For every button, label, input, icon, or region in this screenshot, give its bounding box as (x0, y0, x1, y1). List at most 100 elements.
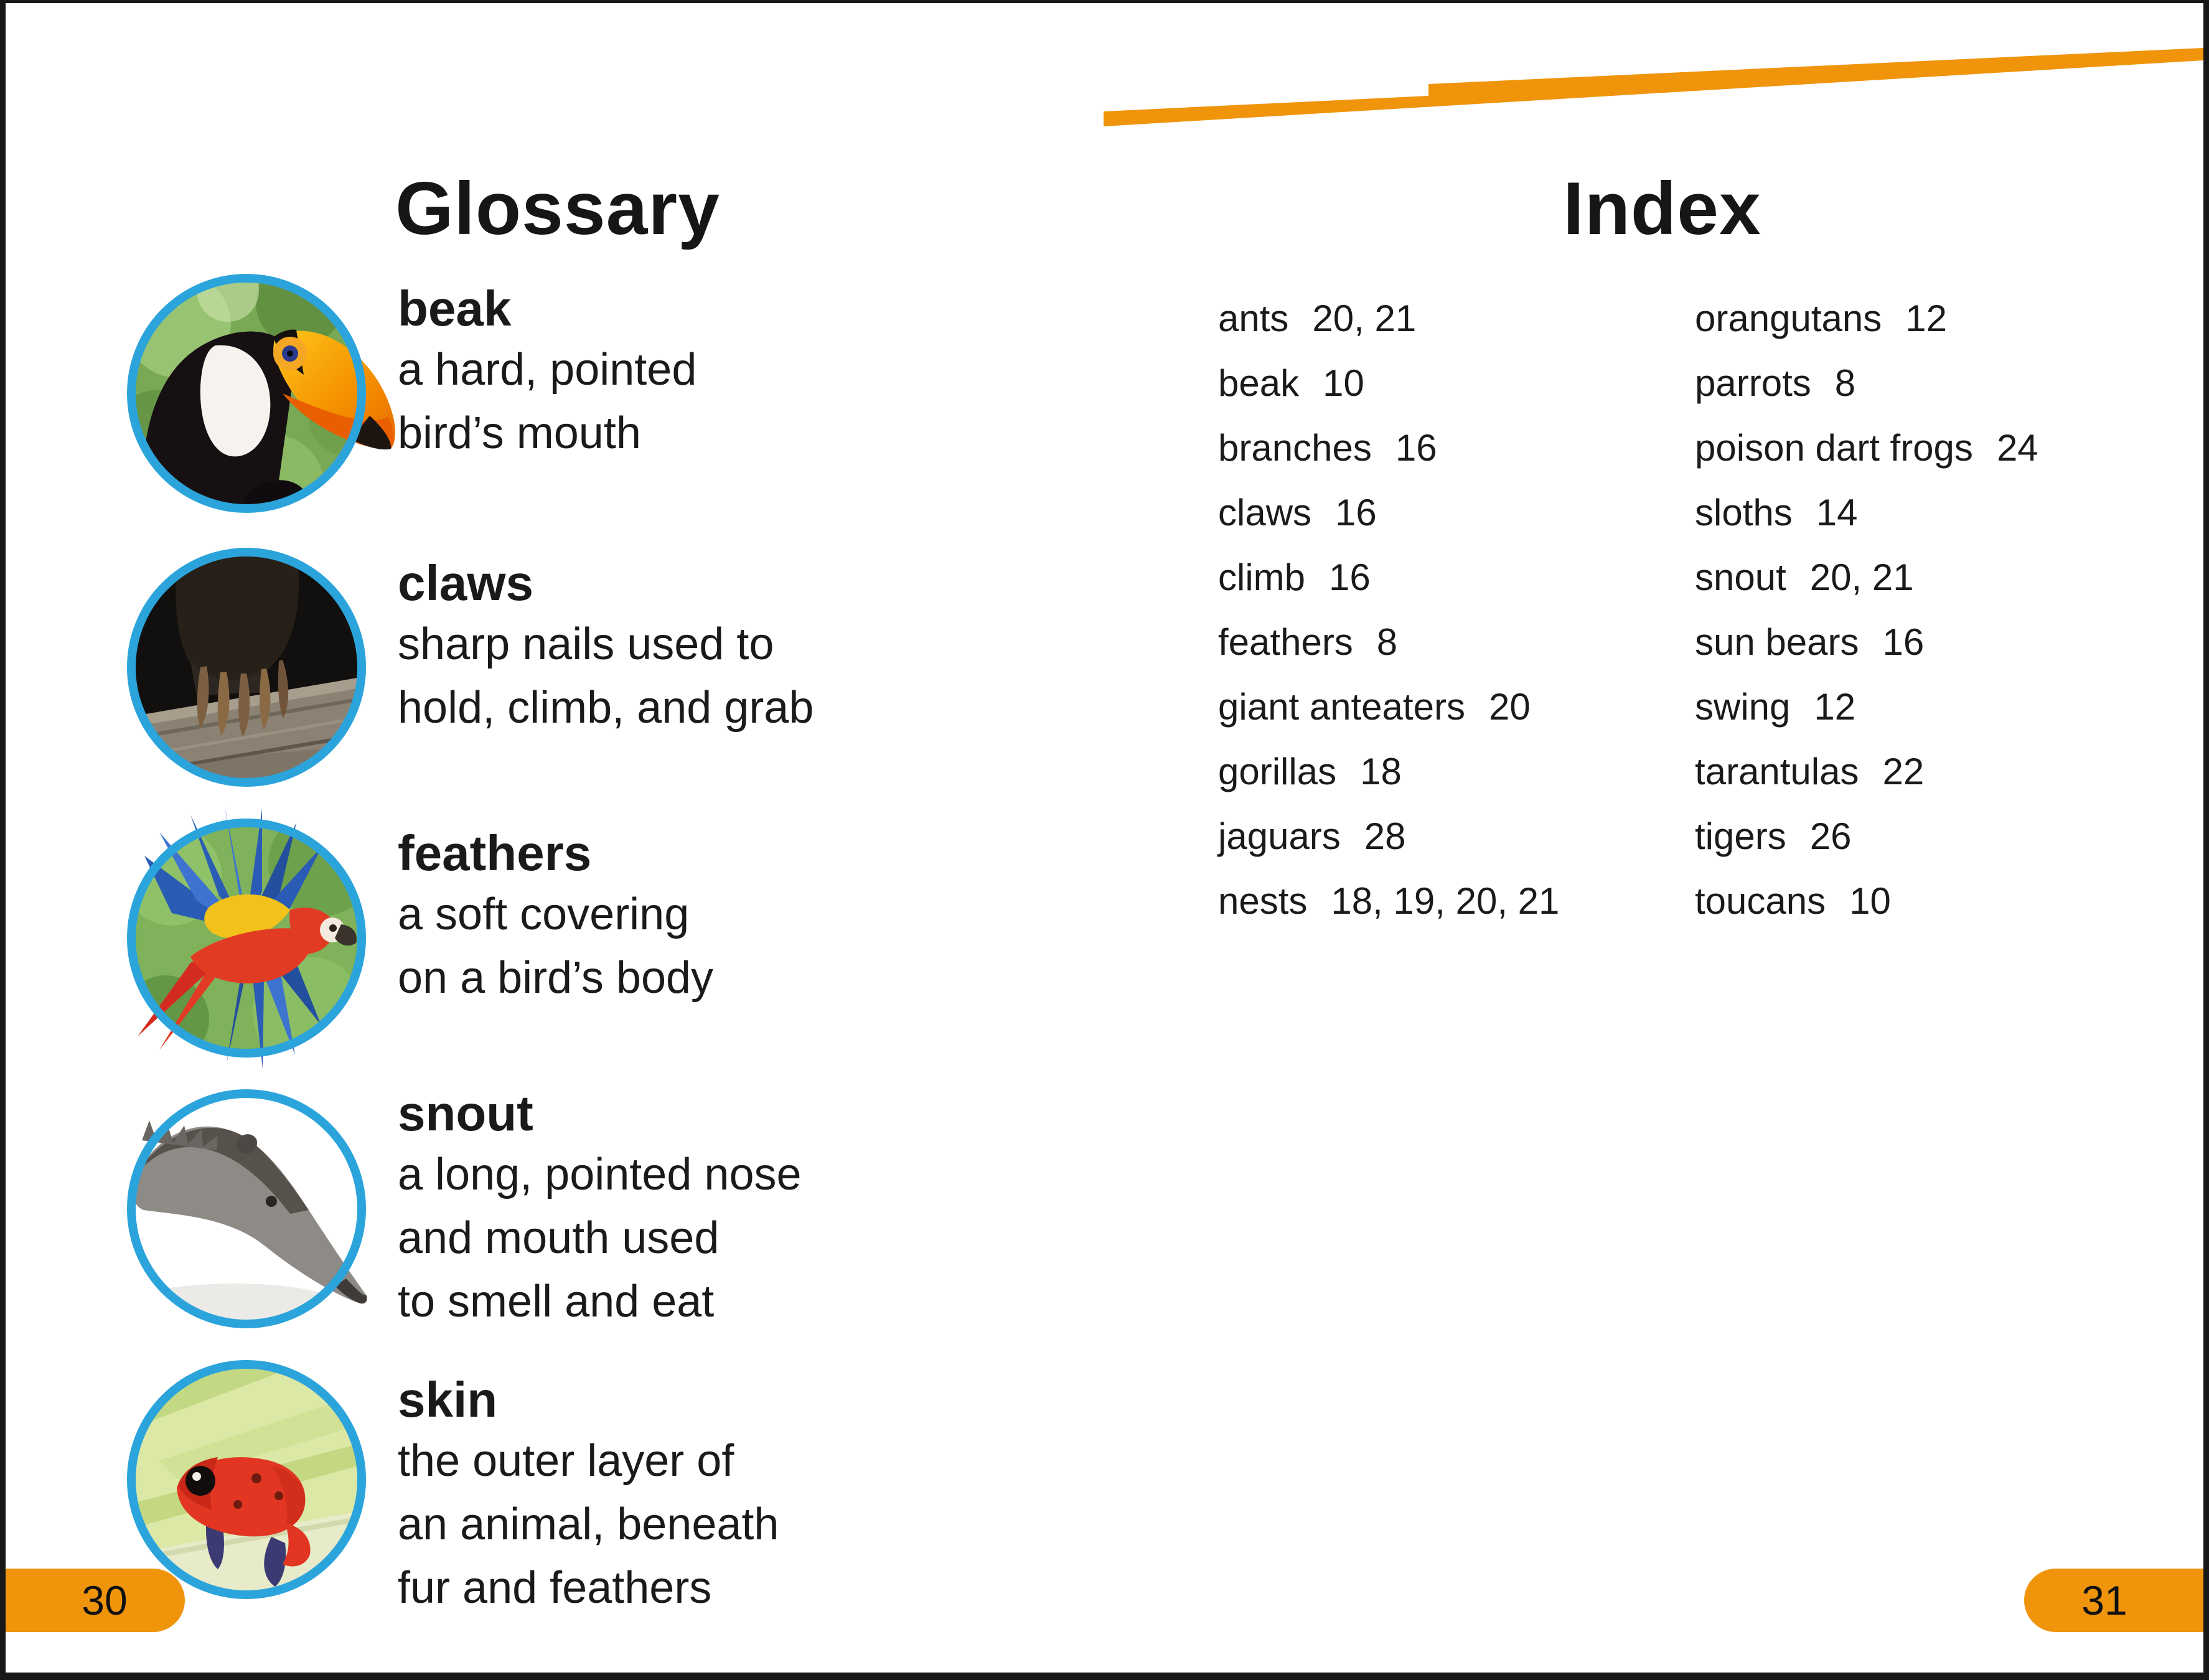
claws-photo (127, 548, 366, 787)
glossary-definition-line: a long, pointed nose (398, 1150, 802, 1199)
index-pages: 16 (1335, 492, 1377, 533)
glossary-entry-beak: beak a hard, pointed bird’s mouth (398, 279, 1095, 465)
index-term: branches (1218, 427, 1372, 469)
index-entry: jaguars 28 (1218, 804, 1559, 869)
anteater-head (132, 1120, 367, 1304)
index-entry: snout 20, 21 (1695, 545, 2038, 610)
index-entry: toucans 10 (1695, 869, 2038, 934)
index-term: sloths (1695, 492, 1793, 533)
index-term: parrots (1695, 362, 1811, 404)
index-pages: 18, 19, 20, 21 (1331, 880, 1560, 922)
index-term: sun bears (1695, 621, 1859, 663)
page-number-right-label: 31 (2081, 1577, 2127, 1623)
index-term: swing (1695, 686, 1791, 728)
index-entry: sloths 14 (1695, 481, 2038, 545)
index-term: toucans (1695, 880, 1826, 922)
index-pages: 22 (1882, 751, 1925, 792)
glossary-definition-line: sharp nails used to (398, 619, 774, 669)
glossary-definition-line: to smell and eat (398, 1277, 715, 1326)
glossary-definition-line: the outer layer of (398, 1436, 734, 1486)
photo-ring (127, 274, 366, 513)
index-pages: 8 (1834, 362, 1856, 404)
index-term: tigers (1695, 815, 1786, 857)
page-number-left-label: 30 (82, 1577, 128, 1623)
index-pages: 28 (1364, 815, 1406, 857)
index-term: feathers (1218, 621, 1353, 663)
glossary-term: claws (398, 555, 533, 611)
index-term: jaguars (1218, 815, 1341, 857)
orange-swoosh-decoration (1104, 48, 2203, 126)
index-pages: 12 (1905, 298, 1947, 339)
index-title: Index (1563, 167, 1761, 251)
glossary-entry-skin: skin the outer layer of an animal, benea… (398, 1370, 1095, 1620)
index-term: beak (1218, 362, 1300, 404)
index-pages: 20, 21 (1312, 298, 1417, 339)
index-entry: gorillas 18 (1218, 739, 1559, 804)
index-entry: orangutans 12 (1695, 286, 2038, 351)
index-entry: climb 16 (1218, 545, 1559, 610)
glossary-definition-line: and mouth used (398, 1213, 720, 1263)
index-entry: parrots 8 (1695, 351, 2038, 416)
index-entry: beak 10 (1218, 351, 1559, 416)
glossary-definition-line: on a bird’s body (398, 953, 714, 1003)
index-pages: 10 (1323, 362, 1364, 404)
index-column-left: ants 20, 21 beak 10 branches 16 claws 16 cli… (1218, 286, 1559, 934)
index-pages: 10 (1849, 880, 1891, 922)
photo-ring (127, 548, 366, 787)
glossary-entry-feathers: feathers a soft covering on a bird’s bod… (398, 824, 1095, 1010)
glossary-definition-line: hold, climb, and grab (398, 683, 814, 733)
index-term: climb (1218, 556, 1306, 598)
index-entry: ants 20, 21 (1218, 286, 1559, 351)
index-term: tarantulas (1695, 751, 1859, 792)
index-pages: 20, 21 (1809, 556, 1914, 598)
index-entry: giant anteaters 20 (1218, 675, 1559, 739)
index-pages: 18 (1360, 751, 1402, 792)
index-pages: 16 (1882, 621, 1925, 663)
index-entry: sun bears 16 (1695, 610, 2038, 675)
page-sheet: Glossary (6, 3, 2203, 1673)
index-term: gorillas (1218, 751, 1337, 792)
index-pages: 14 (1816, 492, 1858, 533)
glossary-definition-line: a soft covering (398, 889, 690, 939)
anteater-photo (127, 1089, 367, 1328)
photo-ring (127, 1360, 366, 1599)
glossary-definition-line: fur and feathers (398, 1563, 712, 1613)
index-term: snout (1695, 556, 1786, 598)
index-pages: 16 (1395, 427, 1437, 469)
index-entry: nests 18, 19, 20, 21 (1218, 869, 1559, 934)
macaw-photo (127, 806, 366, 1069)
glossary-entry-claws: claws sharp nails used to hold, climb, a… (398, 553, 1095, 739)
macaw-bird (138, 806, 357, 1069)
glossary-term: beak (398, 281, 512, 336)
index-term: ants (1218, 298, 1289, 339)
index-term: nests (1218, 880, 1308, 922)
index-pages: 12 (1814, 686, 1856, 728)
index-pages: 26 (1809, 815, 1852, 857)
page-number-right: 31 (2024, 1569, 2203, 1632)
glossary-term: skin (398, 1372, 498, 1427)
index-pages: 24 (1996, 427, 2038, 469)
glossary-definition-line: an animal, beneath (398, 1499, 779, 1549)
glossary-entry-snout: snout a long, pointed nose and mouth use… (398, 1084, 1095, 1333)
frog-photo (127, 1360, 366, 1599)
index-term: giant anteaters (1218, 686, 1465, 728)
index-entry: poison dart frogs 24 (1695, 416, 2038, 481)
index-entry: tarantulas 22 (1695, 739, 2038, 804)
index-entry: tigers 26 (1695, 804, 2038, 869)
index-entry: swing 12 (1695, 675, 2038, 739)
index-term: orangutans (1695, 298, 1882, 339)
photo-ring (127, 1089, 366, 1328)
index-entry: claws 16 (1218, 481, 1559, 545)
glossary-term: feathers (398, 825, 592, 881)
glossary-title: Glossary (395, 167, 720, 251)
index-term: claws (1218, 492, 1312, 533)
glossary-definition-line: bird’s mouth (398, 408, 641, 458)
index-pages: 20 (1488, 686, 1531, 728)
index-pages: 16 (1329, 556, 1371, 598)
index-term: poison dart frogs (1695, 427, 1973, 469)
glossary-definition-line: a hard, pointed (398, 345, 697, 395)
index-entry: branches 16 (1218, 416, 1559, 481)
toucan-photo (127, 274, 395, 513)
index-entry: feathers 8 (1218, 610, 1559, 675)
